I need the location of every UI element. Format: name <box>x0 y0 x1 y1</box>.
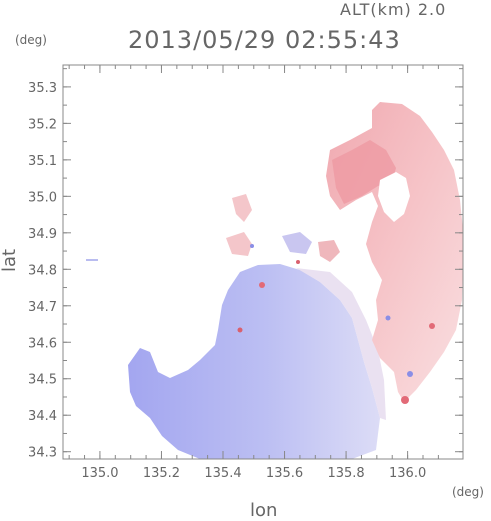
y-tick-label: 34.6 <box>28 336 57 351</box>
radar-echo-layer <box>86 102 463 459</box>
velocity-spot <box>259 282 265 288</box>
x-tick-label: 135.0 <box>81 466 118 481</box>
velocity-spot <box>385 315 391 321</box>
y-tick-label: 35.1 <box>28 154 57 169</box>
x-tick-label: 136.0 <box>389 466 426 481</box>
velocity-spot <box>250 244 254 248</box>
y-tick-label: 34.3 <box>28 446 57 461</box>
transition-echo-region <box>296 268 386 420</box>
velocity-spot <box>296 260 300 264</box>
scattered-echo <box>232 194 252 222</box>
y-tick-label: 35.2 <box>28 117 57 132</box>
velocity-spot <box>407 371 413 377</box>
scattered-echo <box>318 240 340 262</box>
timestamp-title: 2013/05/29 02:55:43 <box>128 26 401 54</box>
velocity-spot <box>429 323 435 329</box>
x-axis-label: lon <box>250 500 278 521</box>
x-tick-label: 135.6 <box>266 466 303 481</box>
x-tick-label: 135.2 <box>143 466 180 481</box>
y-tick-label: 34.9 <box>28 227 57 242</box>
plot-frame <box>62 64 464 460</box>
x-axis-unit: (deg) <box>452 485 484 499</box>
y-tick-label: 34.7 <box>28 300 57 315</box>
approaching-echo-region <box>128 264 380 459</box>
echo-gap <box>378 172 410 222</box>
y-tick-label: 34.5 <box>28 373 57 388</box>
strong-receding-patch <box>332 140 396 204</box>
y-tick-label: 34.8 <box>28 263 57 278</box>
scattered-echo <box>226 232 252 256</box>
x-tick-label: 135.8 <box>327 466 364 481</box>
y-axis-ticks: 35.3 35.2 35.1 35.0 34.9 34.8 34.7 34.6 34.5 34.4… <box>28 68 463 461</box>
velocity-spot <box>401 396 409 404</box>
y-tick-label: 34.4 <box>28 409 57 424</box>
isolated-echo <box>86 259 98 261</box>
scattered-echo <box>282 232 312 254</box>
velocity-spot <box>237 327 243 333</box>
y-axis-unit: (deg) <box>15 33 47 47</box>
y-tick-label: 35.0 <box>28 190 57 205</box>
y-tick-label: 35.3 <box>28 81 57 96</box>
altitude-label: ALT(km) 2.0 <box>340 0 447 19</box>
x-axis-ticks: 135.0 135.2 135.4 135.6 135.8 136.0 <box>68 65 439 481</box>
x-tick-label: 135.4 <box>204 466 241 481</box>
